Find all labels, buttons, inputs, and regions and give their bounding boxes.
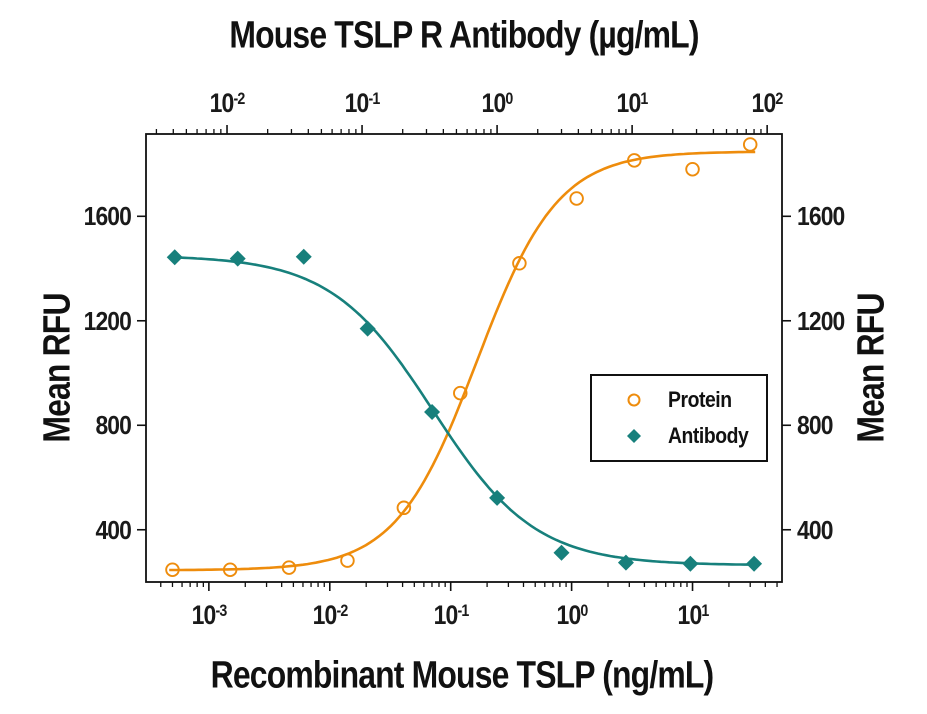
y-tick-label: 400 [95,514,131,545]
x-tick-label: 100 [556,600,588,630]
top-axis-title: Mouse TSLP R Antibody (µg/mL) [229,14,699,57]
data-point-protein [165,562,180,577]
data-point-protein [453,385,468,401]
fit-curve-antibody [171,256,757,566]
legend-item-protein: Protein [592,387,766,412]
x-tick-label: 100 [481,88,514,118]
antibody-marker-icon [627,429,641,443]
legend: Protein Antibody [590,374,768,462]
y-tick-label: 1200 [797,305,845,336]
y-tick-label: 1600 [797,201,845,232]
legend-item-antibody: Antibody [592,423,766,448]
data-point-antibody [489,489,506,506]
x-tick-label: 10-2 [312,600,348,630]
legend-label-protein: Protein [668,387,732,412]
data-point-protein [742,137,758,152]
data-point-protein [281,560,297,575]
x-tick-label: 10-1 [344,88,381,118]
data-point-antibody [746,555,763,572]
data-point-antibody [617,554,634,571]
protein-marker-icon [627,393,641,407]
y-tick-label: 1600 [83,201,132,232]
x-tick-label: 10-1 [433,600,469,630]
fit-curve-protein [169,150,756,572]
data-point-protein [685,162,700,177]
plot-frame [145,133,783,583]
data-point-antibody [166,249,183,266]
data-point-protein [627,153,642,168]
data-point-protein [569,191,584,206]
data-point-protein [340,553,355,568]
data-point-antibody [359,320,376,337]
y-tick-label: 400 [797,514,833,545]
legend-label-antibody: Antibody [668,423,749,448]
data-point-antibody [295,248,312,265]
bottom-axis-title: Recombinant Mouse TSLP (ng/mL) [210,654,715,697]
x-tick-label: 10-2 [209,88,246,118]
y-tick-label: 1200 [83,305,132,336]
x-tick-label: 10-3 [191,600,227,630]
y-tick-label: 800 [95,410,131,441]
y-tick-label: 800 [797,410,833,441]
x-tick-label: 101 [616,88,649,118]
data-point-protein [222,562,238,577]
data-point-antibody [682,555,699,572]
data-point-protein [512,256,527,271]
data-point-antibody [424,403,441,420]
x-tick-label: 102 [751,88,784,118]
data-point-antibody [553,544,570,561]
data-point-antibody [229,250,246,267]
data-point-protein [396,500,412,516]
x-tick-label: 101 [677,600,709,630]
